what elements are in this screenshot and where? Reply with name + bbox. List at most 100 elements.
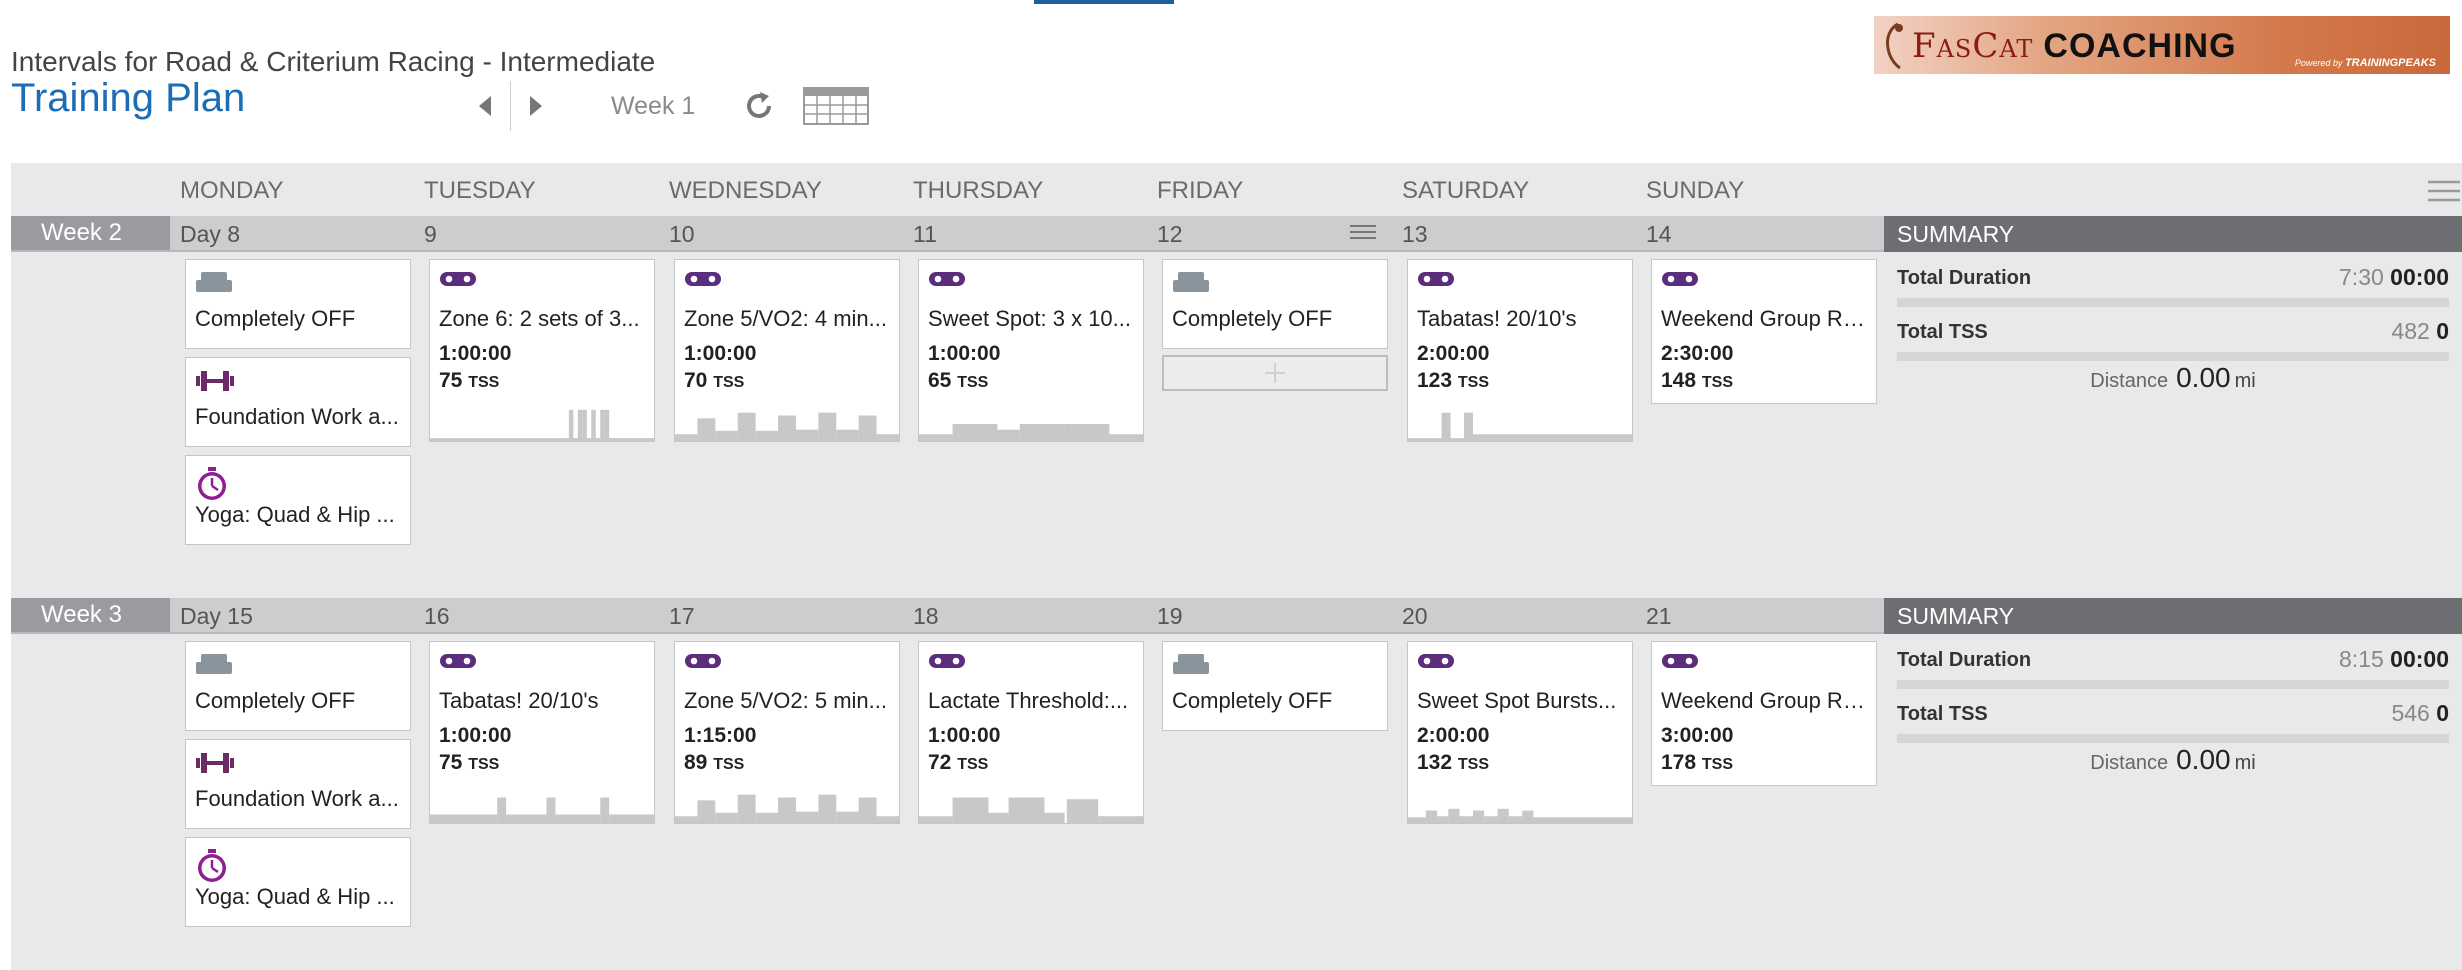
workout-duration: 1:00:00: [439, 724, 512, 747]
workout-card-bike[interactable]: Zone 6: 2 sets of 3... 1:00:00 75 TSS: [429, 259, 655, 442]
refresh-button[interactable]: [739, 86, 779, 126]
workout-type-icon: [195, 270, 233, 299]
tss-value: 75: [439, 751, 463, 774]
calendar-button[interactable]: [803, 87, 870, 125]
workout-duration: 2:00:00: [1417, 724, 1490, 747]
total-duration-completed: 00:00: [2390, 646, 2449, 672]
intensity-bar: [755, 430, 779, 441]
logo-wordmark: FasCat COACHING: [1912, 26, 2237, 66]
bike-icon: [929, 272, 965, 286]
total-duration-completed: 00:00: [2390, 264, 2449, 290]
workout-card-bike[interactable]: Weekend Group Ride 3:00:00 178 TSS: [1651, 641, 1877, 786]
day-number: Day 15: [180, 603, 253, 629]
workout-card-bike[interactable]: Weekend Group Ride 2:30:00 148 TSS: [1651, 259, 1877, 404]
intensity-bar: [1042, 429, 1065, 441]
day-header-wednesday: WEDNESDAY: [669, 177, 822, 204]
next-week-button[interactable]: [511, 86, 561, 126]
workout-card-bike[interactable]: Lactate Threshold:... 1:00:00 72 TSS: [918, 641, 1144, 824]
workout-card-bike[interactable]: Sweet Spot: 3 x 10... 1:00:00 65 TSS: [918, 259, 1144, 442]
couch-icon: [196, 272, 232, 292]
workout-duration: 1:15:00: [684, 724, 757, 747]
week-label: Week 3: [11, 598, 170, 632]
day-number: 21: [1646, 603, 1672, 629]
tss-value: 123: [1417, 369, 1453, 392]
workout-card-off[interactable]: Completely OFF: [185, 641, 411, 731]
total-distance: Distance 0.00 mi: [1884, 744, 2462, 776]
day-options-button[interactable]: [1349, 224, 1377, 245]
stopwatch-icon: [198, 467, 226, 500]
workout-card-off[interactable]: Completely OFF: [185, 259, 411, 349]
workout-card-strength[interactable]: Foundation Work a...: [185, 739, 411, 829]
workout-intensity-graph: [430, 797, 654, 823]
intensity-bar: [1450, 438, 1464, 441]
dumbbell-icon: [196, 753, 234, 773]
calendar-grid: MONDAY TUESDAY WEDNESDAY THURSDAY FRIDAY SATU…: [11, 163, 2462, 970]
intensity-bar: [609, 814, 654, 823]
intensity-bar: [836, 811, 859, 823]
workout-title: Completely OFF: [1172, 688, 1333, 713]
workout-card-off[interactable]: Completely OFF: [1162, 259, 1388, 349]
add-workout-button[interactable]: [1162, 355, 1388, 391]
powered-by-text: Powered by TRAININGPEAKS: [2295, 57, 2436, 69]
workout-card-bike[interactable]: Tabatas! 20/10's 2:00:00 123 TSS: [1407, 259, 1633, 442]
tss-unit: TSS: [713, 374, 745, 391]
previous-week-button[interactable]: [460, 86, 510, 126]
day-number: 14: [1646, 221, 1672, 247]
week-navigation: Week 1: [460, 81, 870, 131]
day-number: 11: [913, 221, 937, 247]
intensity-bar: [952, 797, 989, 823]
tss-value: 148: [1661, 369, 1697, 392]
tss-unit: TSS: [713, 756, 745, 773]
couch-icon: [1173, 654, 1209, 674]
workout-title: Zone 5/VO2: 4 min...: [684, 306, 887, 331]
workout-intensity-graph: [675, 794, 899, 823]
intensity-bar: [1425, 810, 1438, 823]
workout-type-icon: [195, 848, 229, 889]
intensity-bar: [1109, 434, 1143, 441]
total-duration-label: Total Duration: [1897, 649, 2032, 671]
hamburger-menu-icon: [1350, 225, 1376, 239]
intensity-bar: [795, 429, 819, 441]
total-tss-row: Total TSS 546 0: [1897, 698, 2449, 743]
intensity-bar: [818, 794, 837, 823]
workout-type-icon: [195, 466, 229, 507]
total-tss-value: 482 0: [2391, 318, 2449, 345]
chevron-left-icon: [479, 96, 491, 116]
intensity-bar: [1459, 816, 1473, 823]
workout-type-icon: [195, 652, 233, 681]
workout-card-bike[interactable]: Zone 5/VO2: 5 min... 1:15:00 89 TSS: [674, 641, 900, 824]
intensity-bar: [1441, 412, 1451, 441]
total-duration-planned: 8:15: [2339, 646, 2384, 672]
intensity-bar: [555, 814, 601, 823]
fascat-coaching-logo: FasCat COACHING Powered by TRAININGPEAKS: [1874, 16, 2450, 74]
workout-title: Zone 6: 2 sets of 3...: [439, 306, 640, 331]
workout-tss: 72 TSS: [928, 751, 988, 775]
bike-icon: [1662, 654, 1698, 668]
calendar-settings-button[interactable]: [2426, 179, 2462, 208]
workout-card-bike[interactable]: Zone 5/VO2: 4 min... 1:00:00 70 TSS: [674, 259, 900, 442]
day-number: 9: [424, 221, 437, 247]
workout-card-off[interactable]: Completely OFF: [1162, 641, 1388, 731]
workout-type-icon: [928, 652, 966, 675]
week-summary-header: SUMMARY: [1884, 598, 2462, 634]
tss-unit: TSS: [468, 374, 500, 391]
workout-type-icon: [1417, 652, 1455, 675]
workout-card-bike[interactable]: Sweet Spot Bursts... 2:00:00 132 TSS: [1407, 641, 1633, 824]
workout-card-bike[interactable]: Tabatas! 20/10's 1:00:00 75 TSS: [429, 641, 655, 824]
powered-by-prefix: Powered by: [2294, 58, 2343, 68]
workout-card-yoga[interactable]: Yoga: Quad & Hip ...: [185, 837, 411, 927]
total-tss-progress-track: [1897, 734, 2449, 743]
intensity-bar: [591, 409, 596, 441]
intensity-bar: [675, 434, 698, 441]
workout-title: Sweet Spot Bursts...: [1417, 688, 1617, 713]
intensity-bar: [568, 409, 574, 441]
distance-label: Distance: [2090, 752, 2169, 774]
intensity-bar: [778, 797, 796, 823]
workout-type-icon: [439, 270, 477, 293]
workout-tss: 123 TSS: [1417, 369, 1489, 393]
workout-tss: 132 TSS: [1417, 751, 1489, 775]
workout-card-yoga[interactable]: Yoga: Quad & Hip ...: [185, 455, 411, 545]
workout-intensity-graph: [919, 424, 1143, 441]
workout-card-strength[interactable]: Foundation Work a...: [185, 357, 411, 447]
total-tss-progress-track: [1897, 352, 2449, 361]
